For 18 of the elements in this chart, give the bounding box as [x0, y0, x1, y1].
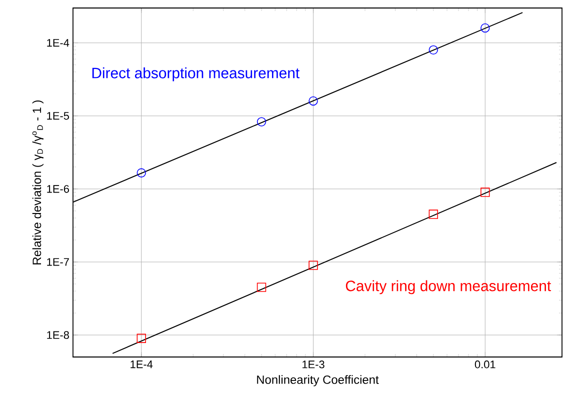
- point: [136, 168, 146, 178]
- series-label: Direct absorption measurement: [92, 67, 300, 82]
- point: [136, 334, 146, 343]
- point: [308, 260, 318, 270]
- x-tick-label: 0.01: [474, 360, 496, 368]
- y-tick-label: 1E-4: [47, 39, 70, 47]
- text: Cavity ring down measurement: [346, 280, 551, 294]
- y-tick-label: 1E-5: [47, 112, 69, 120]
- x-tick-label: 1E-3: [302, 360, 324, 368]
- point: [308, 96, 318, 106]
- point: [480, 23, 490, 33]
- x-tick-label: 1E-4: [130, 360, 153, 368]
- x-axis-title: Nonlinearity Coefficient: [257, 375, 379, 386]
- point: [480, 188, 490, 197]
- y-tick-label: 1E-6: [47, 185, 69, 193]
- y-tick-label: 1E-7: [47, 258, 69, 266]
- y-axis-title: Relative deviation ( γ$_{D}$ /γ$^{o}$$_{D}$ - 1 ): [32, 100, 44, 264]
- y-tick-label: 1E-8: [47, 331, 69, 339]
